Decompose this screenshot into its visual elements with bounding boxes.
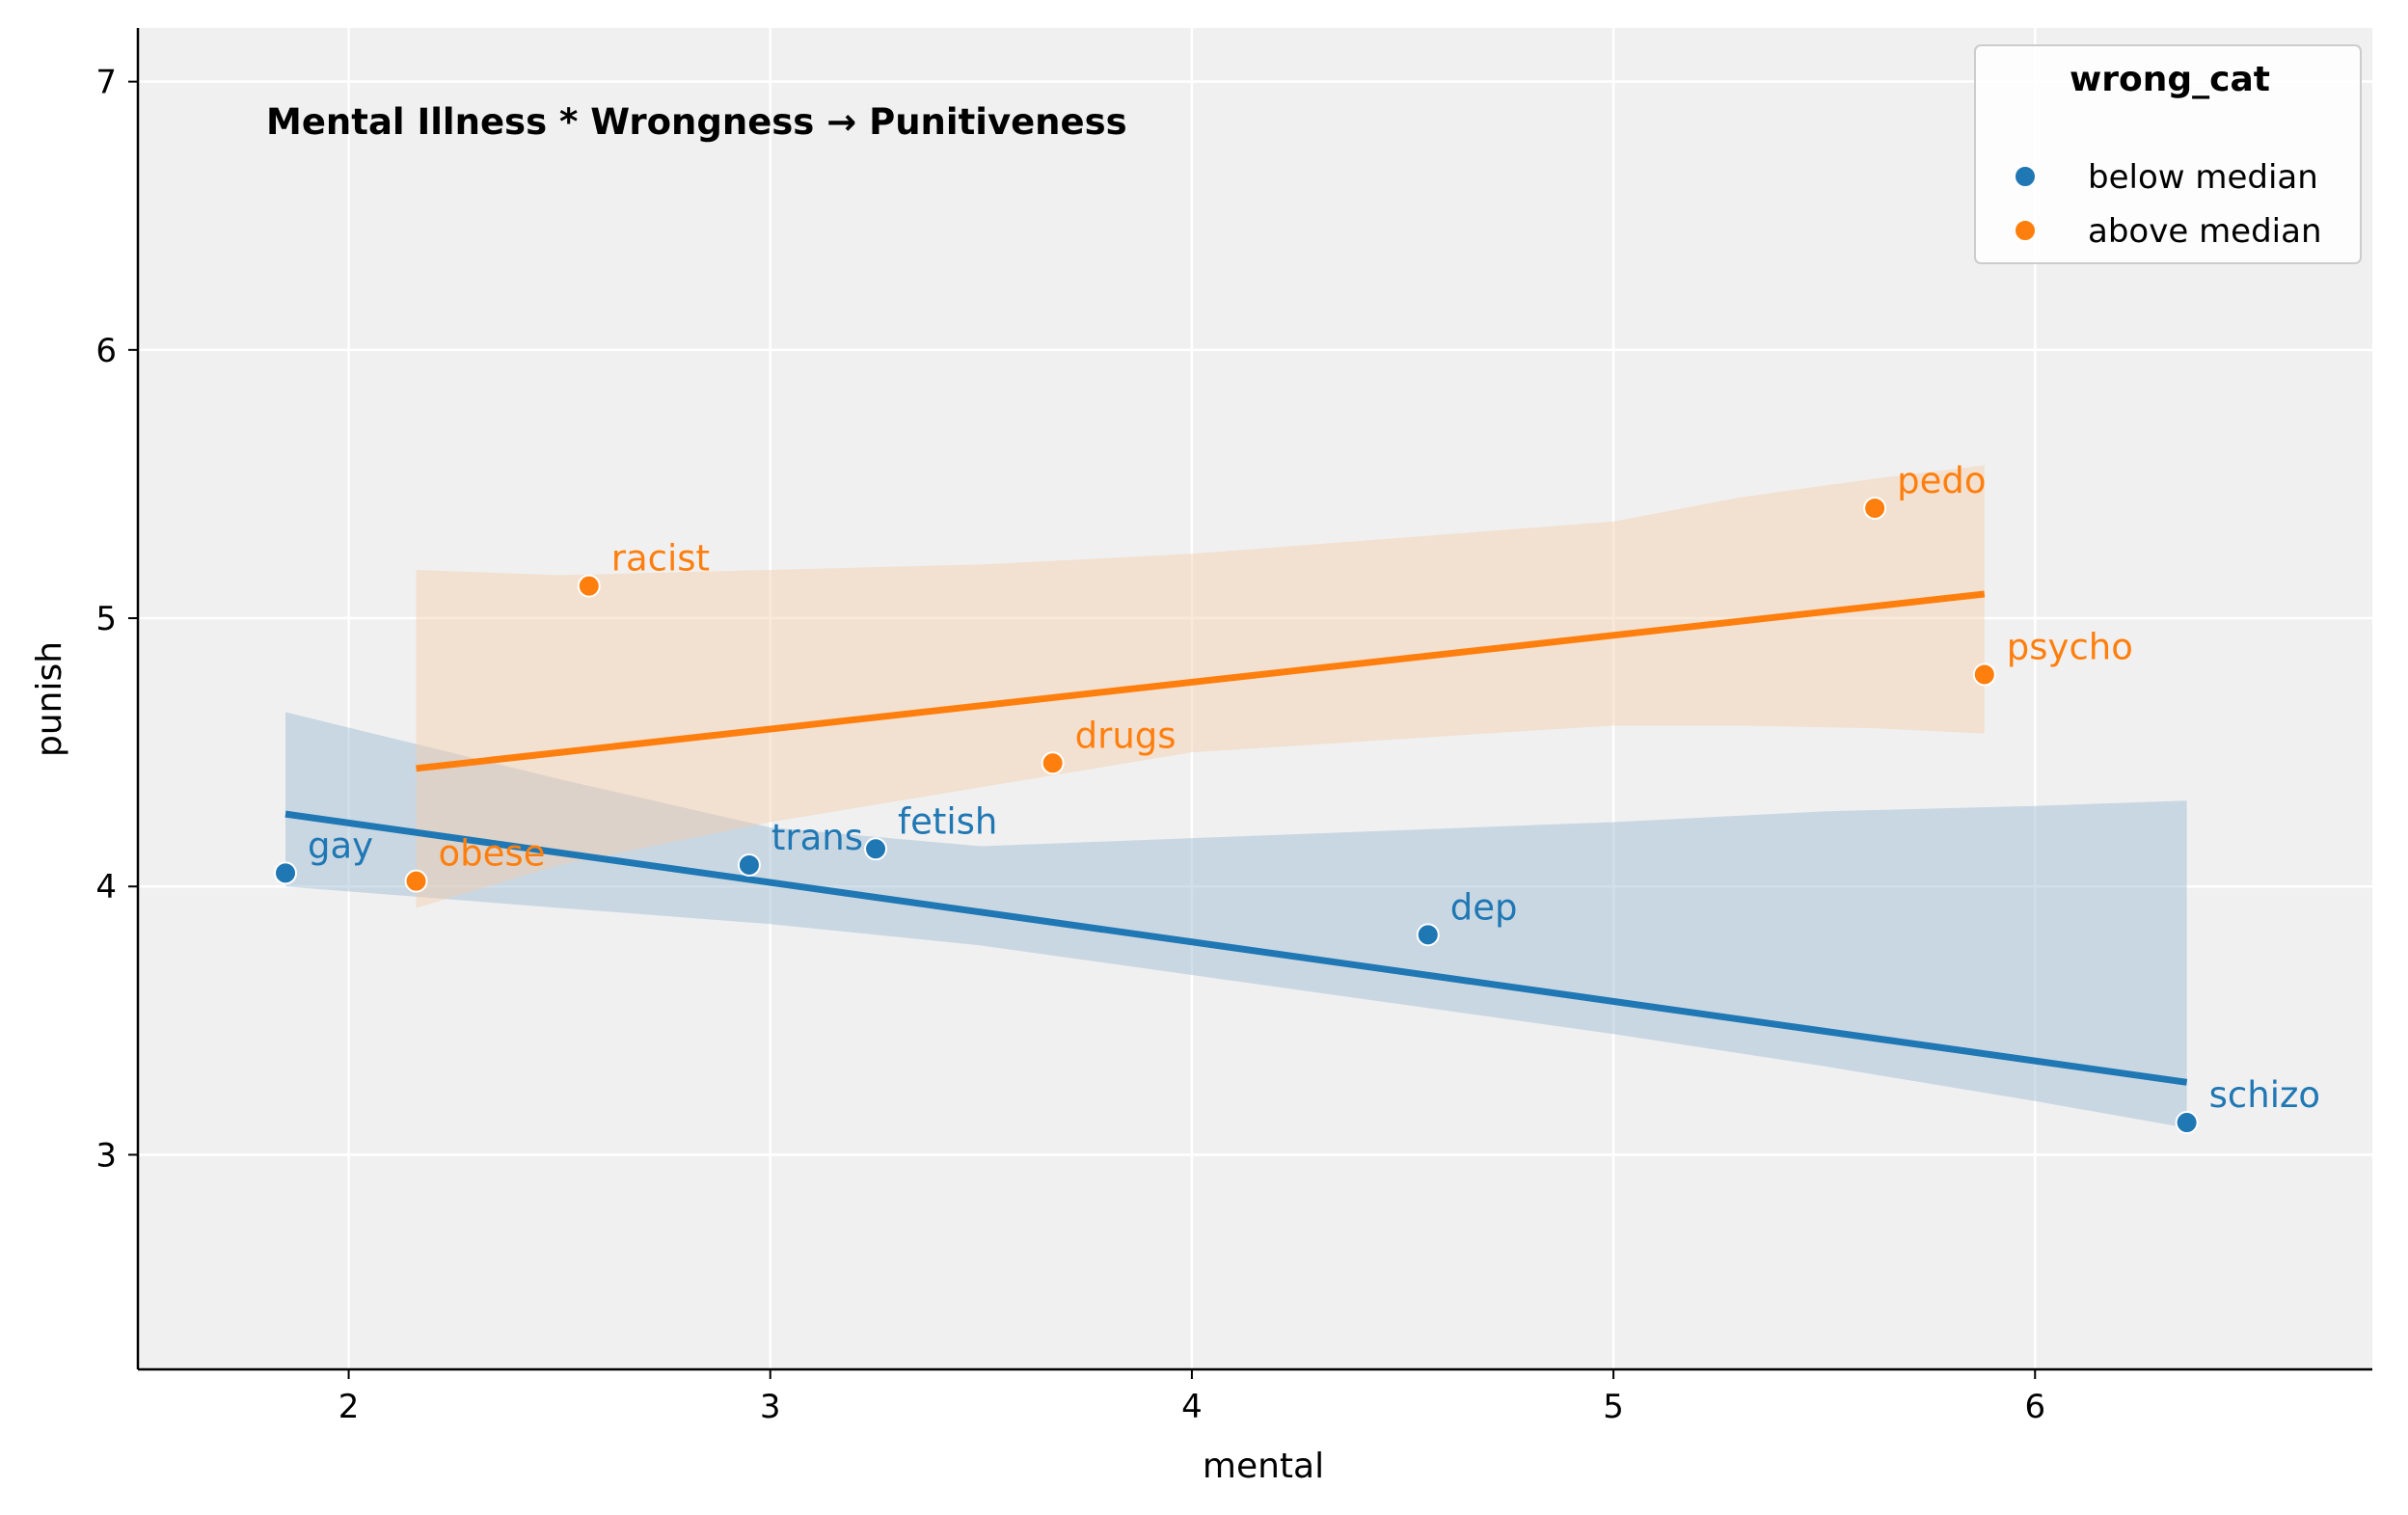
point-label-dep: dep — [1450, 886, 1518, 928]
y-tick-label: 3 — [95, 1136, 117, 1175]
chart-title: Mental Illness * Wrongness → Punitivenes… — [266, 101, 1127, 143]
data-point-dep — [1416, 923, 1440, 947]
data-point-drugs — [1041, 751, 1065, 775]
point-label-racist: racist — [611, 538, 710, 580]
legend-marker-below — [2014, 165, 2037, 188]
point-label-schizo: schizo — [2209, 1074, 2320, 1116]
legend-box — [1974, 44, 2362, 264]
legend: wrong_cat below median above median — [1974, 44, 2362, 264]
x-tick-label: 6 — [2024, 1388, 2045, 1426]
point-label-fetish: fetish — [898, 800, 997, 842]
data-point-trans — [737, 852, 761, 877]
data-point-pedo — [1863, 496, 1887, 520]
point-label-drugs: drugs — [1075, 715, 1177, 756]
point-label-psycho: psycho — [2007, 626, 2133, 667]
fit-line-above — [416, 590, 1986, 772]
y-tick-label: 6 — [95, 332, 117, 370]
y-tick-label: 4 — [95, 868, 117, 906]
x-tick-label: 2 — [338, 1388, 360, 1426]
y-axis-label: punish — [30, 641, 69, 757]
point-layer — [274, 496, 2199, 1135]
legend-label-above: above median — [2088, 212, 2322, 251]
point-label-layer: gay trans fetish dep schizo obese racist drugs p… — [308, 460, 2320, 1116]
legend-label-below: below median — [2088, 158, 2318, 197]
data-point-racist — [577, 574, 601, 598]
tick-layer: 2 3 4 5 6 3 4 5 6 7 — [95, 64, 2045, 1426]
legend-items: below median above median — [2014, 158, 2322, 251]
x-tick-label: 5 — [1603, 1388, 1624, 1426]
x-axis-label: mental — [1203, 1447, 1324, 1486]
x-tick-label: 3 — [760, 1388, 781, 1426]
y-tick-label: 5 — [95, 600, 117, 638]
point-label-pedo: pedo — [1897, 460, 1986, 501]
y-tick-label: 7 — [95, 64, 117, 102]
point-label-obese: obese — [439, 833, 546, 875]
point-label-gay: gay — [308, 825, 373, 866]
data-point-psycho — [1972, 663, 1996, 687]
confidence-band-layer — [285, 465, 2187, 1128]
data-point-schizo — [2175, 1111, 2199, 1135]
data-point-fetish — [864, 837, 888, 861]
fit-line-layer — [284, 590, 2188, 1086]
confidence-band-below — [285, 712, 2187, 1128]
legend-marker-above — [2014, 219, 2037, 242]
legend-title: wrong_cat — [2070, 60, 2270, 99]
confidence-band-above — [416, 465, 1985, 908]
point-label-trans: trans — [771, 817, 863, 858]
data-point-gay — [274, 861, 298, 885]
x-tick-label: 4 — [1181, 1388, 1203, 1426]
data-point-obese — [404, 869, 428, 893]
fit-line-below — [284, 810, 2188, 1086]
